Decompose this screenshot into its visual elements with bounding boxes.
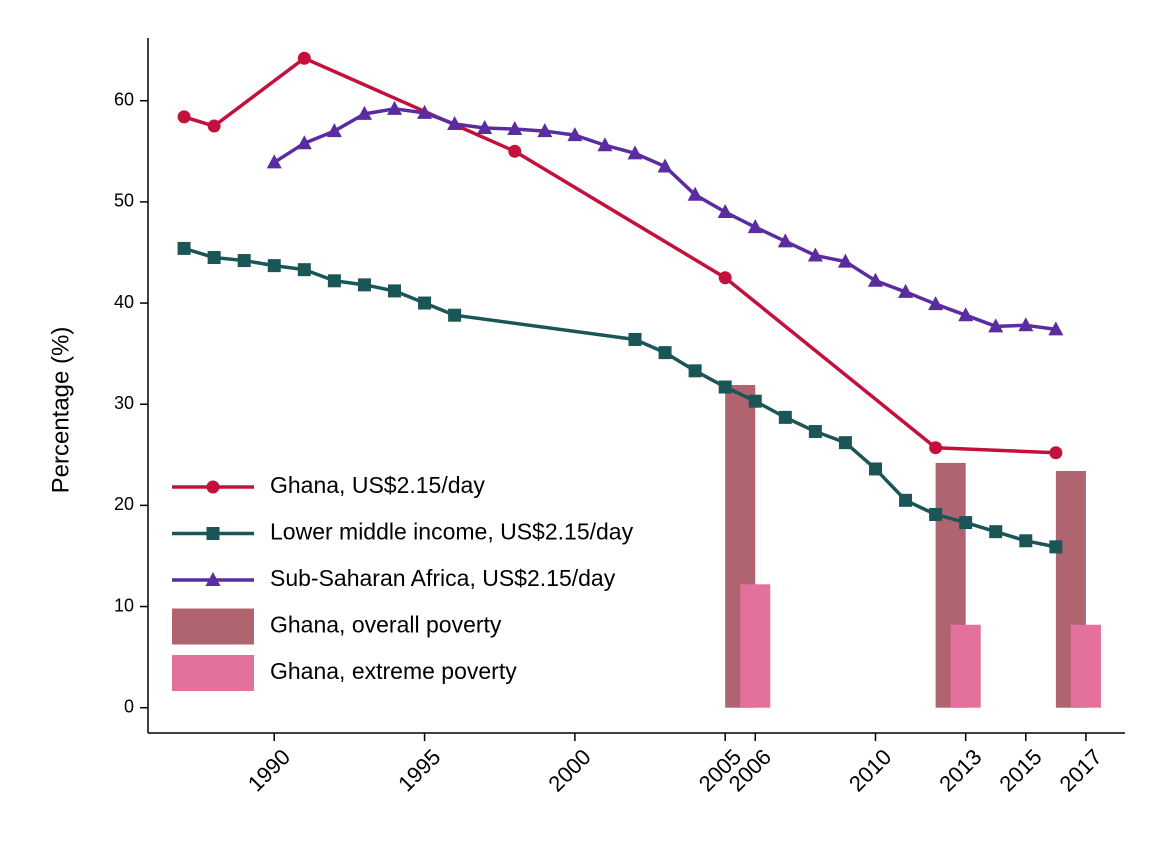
legend-label: Ghana, extreme poverty <box>270 658 517 684</box>
marker <box>1049 540 1063 554</box>
y-tick-label: 30 <box>114 393 134 413</box>
marker <box>928 296 944 311</box>
marker <box>657 158 673 173</box>
marker <box>448 308 462 322</box>
marker <box>207 119 221 133</box>
marker <box>356 105 372 120</box>
marker <box>838 436 852 450</box>
bar <box>740 584 771 708</box>
marker <box>297 263 311 277</box>
marker <box>1019 534 1033 548</box>
marker <box>687 186 703 201</box>
marker <box>357 278 371 292</box>
marker <box>567 127 583 142</box>
bar <box>1070 624 1101 708</box>
line <box>183 246 1057 549</box>
marker <box>477 120 493 135</box>
marker <box>1018 317 1034 332</box>
marker <box>718 380 732 394</box>
marker <box>717 204 733 219</box>
marker <box>748 394 762 408</box>
marker <box>507 121 523 136</box>
y-tick-label: 50 <box>114 191 134 211</box>
y-tick-label: 40 <box>114 292 134 312</box>
marker <box>266 154 282 169</box>
legend-marker <box>205 572 221 586</box>
marker <box>326 123 342 138</box>
x-tick-label: 2013 <box>934 744 986 796</box>
y-tick-label: 20 <box>114 494 134 514</box>
marker <box>718 271 732 285</box>
marker <box>807 247 823 262</box>
marker <box>898 283 914 298</box>
marker <box>837 253 853 268</box>
marker <box>658 346 672 360</box>
marker <box>929 507 943 521</box>
y-tick-label: 0 <box>124 696 134 716</box>
marker <box>867 272 883 287</box>
marker <box>388 284 402 298</box>
line <box>183 56 1056 455</box>
y-tick-label: 60 <box>114 89 134 109</box>
marker <box>899 493 913 507</box>
marker <box>778 410 792 424</box>
legend-label: Sub-Saharan Africa, US$2.15/day <box>270 565 616 591</box>
marker <box>627 145 643 160</box>
legend-swatch <box>172 608 254 645</box>
marker <box>537 123 553 138</box>
marker <box>447 115 463 130</box>
marker <box>177 241 191 255</box>
x-tick-label: 2015 <box>994 744 1046 796</box>
legend-marker <box>206 480 220 494</box>
x-tick-label: 2010 <box>844 744 896 796</box>
y-axis-label: Percentage (%) <box>47 327 74 494</box>
marker <box>808 425 822 439</box>
marker <box>628 332 642 346</box>
x-tick-label: 2017 <box>1054 744 1106 796</box>
marker <box>958 307 974 322</box>
marker <box>959 516 973 530</box>
marker <box>1049 446 1063 460</box>
y-tick-label: 10 <box>114 595 134 615</box>
marker <box>989 525 1003 539</box>
marker <box>508 144 522 158</box>
x-tick-label: 1995 <box>393 744 445 796</box>
legend-swatch <box>172 655 254 691</box>
marker <box>418 296 432 310</box>
legend-label: Lower middle income, US$2.15/day <box>270 519 634 545</box>
marker <box>297 51 311 65</box>
marker <box>296 135 312 150</box>
marker <box>597 137 613 152</box>
marker <box>387 100 403 115</box>
marker <box>267 259 281 273</box>
marker <box>417 104 433 119</box>
x-tick-label: 1990 <box>243 744 295 796</box>
bar <box>950 624 981 708</box>
marker <box>1048 321 1064 336</box>
marker <box>207 251 221 265</box>
marker <box>777 233 793 248</box>
marker <box>327 274 341 288</box>
marker <box>688 364 702 378</box>
legend-label: Ghana, overall poverty <box>270 612 502 638</box>
x-tick-label: 2000 <box>543 744 595 796</box>
legend-marker <box>206 527 220 540</box>
marker <box>177 110 191 124</box>
marker <box>988 318 1004 333</box>
marker <box>237 254 251 268</box>
marker <box>868 462 882 476</box>
marker <box>929 441 943 455</box>
legend-label: Ghana, US$2.15/day <box>270 472 485 498</box>
marker <box>747 219 763 234</box>
